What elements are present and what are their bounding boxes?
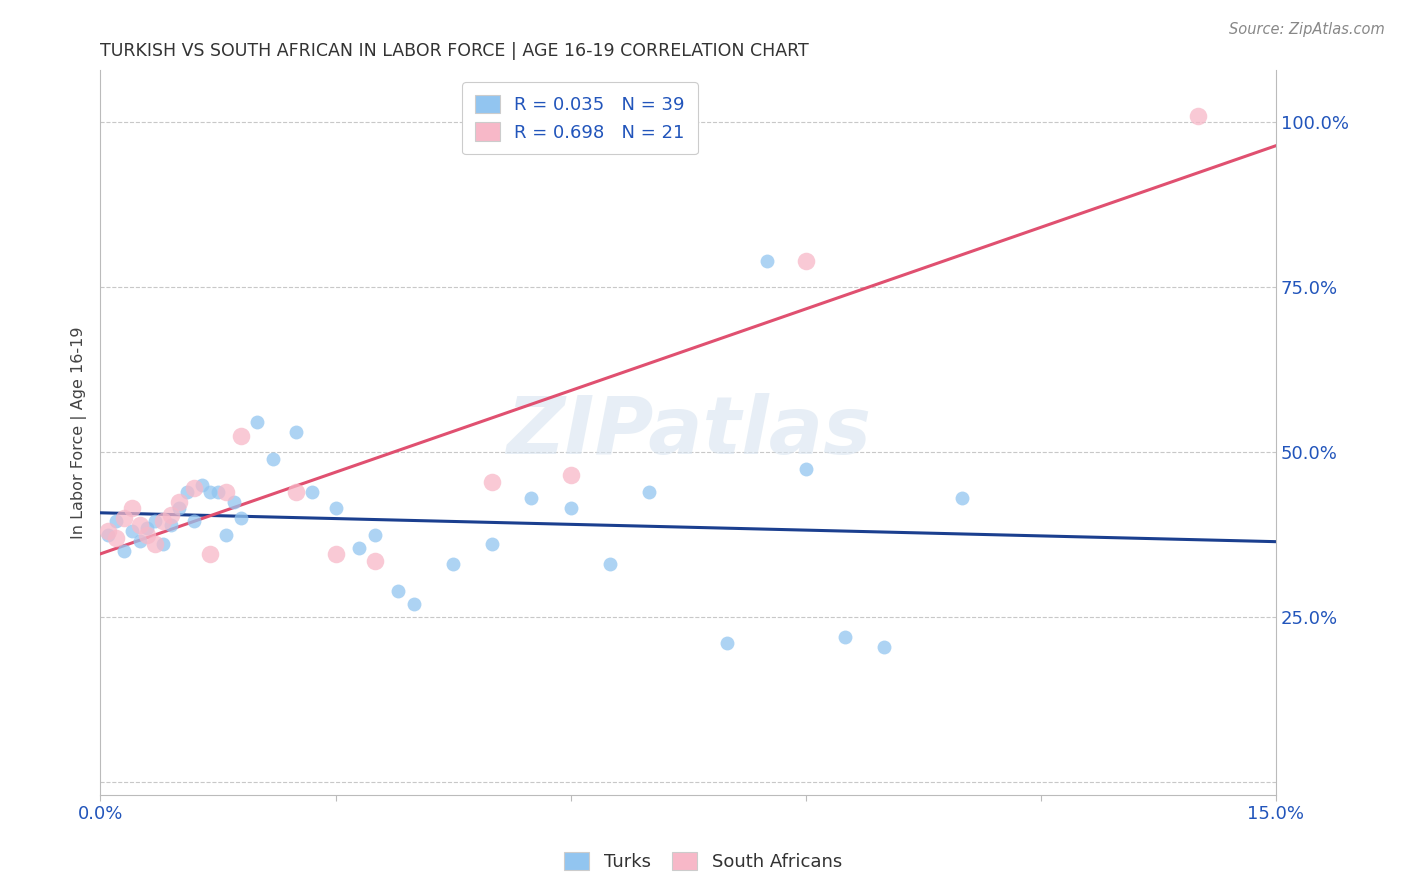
Point: [231, 511, 253, 525]
Point: [143, 537, 166, 551]
Point: [347, 541, 370, 555]
Point: [364, 554, 387, 568]
Text: Source: ZipAtlas.com: Source: ZipAtlas.com: [1229, 22, 1385, 37]
Point: [97, 524, 120, 539]
Point: [441, 558, 464, 572]
Text: ZIPatlas: ZIPatlas: [506, 393, 870, 471]
Point: [716, 636, 738, 650]
Point: [128, 534, 150, 549]
Point: [183, 515, 205, 529]
Point: [191, 478, 214, 492]
Legend: R = 0.035   N = 39, R = 0.698   N = 21: R = 0.035 N = 39, R = 0.698 N = 21: [463, 82, 697, 154]
Point: [121, 501, 143, 516]
Point: [873, 640, 896, 654]
Point: [402, 597, 425, 611]
Point: [112, 511, 135, 525]
Point: [160, 517, 183, 532]
Point: [112, 544, 135, 558]
Point: [481, 537, 503, 551]
Point: [105, 515, 128, 529]
Point: [215, 527, 238, 541]
Point: [222, 494, 245, 508]
Point: [387, 583, 409, 598]
Text: TURKISH VS SOUTH AFRICAN IN LABOR FORCE | AGE 16-19 CORRELATION CHART: TURKISH VS SOUTH AFRICAN IN LABOR FORCE …: [100, 42, 810, 60]
Point: [215, 484, 238, 499]
Point: [1187, 109, 1209, 123]
Point: [198, 547, 221, 561]
Point: [794, 253, 817, 268]
Point: [152, 515, 174, 529]
Point: [599, 558, 621, 572]
Point: [183, 482, 205, 496]
Point: [136, 527, 159, 541]
Point: [755, 253, 778, 268]
Point: [121, 524, 143, 539]
Point: [301, 484, 323, 499]
Point: [638, 484, 661, 499]
Point: [160, 508, 183, 522]
Point: [136, 521, 159, 535]
Y-axis label: In Labor Force | Age 16-19: In Labor Force | Age 16-19: [72, 326, 87, 539]
Point: [176, 484, 198, 499]
Point: [246, 416, 269, 430]
Point: [198, 484, 221, 499]
Point: [231, 428, 253, 442]
Point: [167, 494, 190, 508]
Point: [560, 501, 582, 516]
Point: [285, 484, 308, 499]
Point: [262, 451, 284, 466]
Point: [128, 517, 150, 532]
Point: [167, 501, 190, 516]
Point: [952, 491, 974, 506]
Point: [834, 630, 856, 644]
Point: [481, 475, 503, 489]
Legend: Turks, South Africans: Turks, South Africans: [557, 845, 849, 879]
Point: [325, 547, 347, 561]
Point: [152, 537, 174, 551]
Point: [105, 531, 128, 545]
Point: [207, 484, 229, 499]
Point: [520, 491, 543, 506]
Point: [794, 461, 817, 475]
Point: [560, 468, 582, 483]
Point: [143, 515, 166, 529]
Point: [97, 527, 120, 541]
Point: [325, 501, 347, 516]
Point: [285, 425, 308, 440]
Point: [364, 527, 387, 541]
